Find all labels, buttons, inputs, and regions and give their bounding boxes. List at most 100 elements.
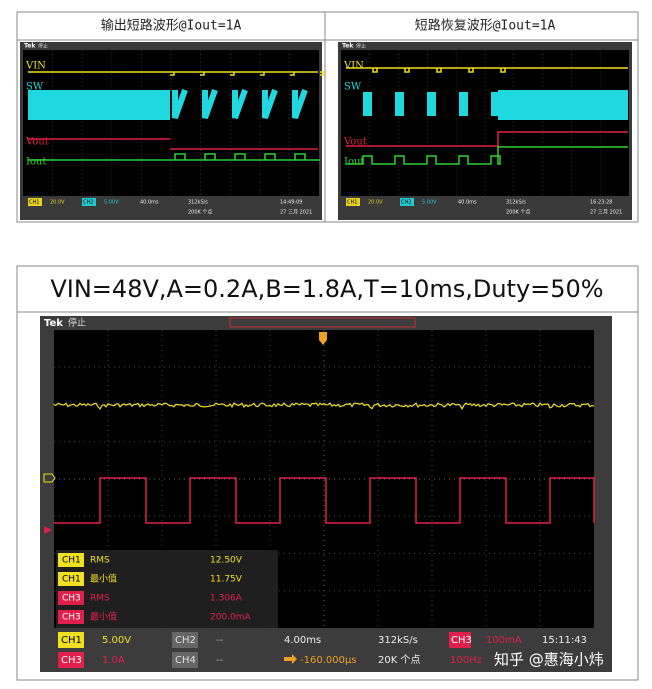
ch-badge [28, 198, 42, 206]
watermark: 知乎 @惠海小炜 [494, 651, 604, 669]
measure-name: RMS [90, 594, 110, 604]
ch-scale: 1.0A [102, 655, 125, 666]
ch-badge [58, 652, 84, 668]
ch-badge [58, 632, 84, 648]
ch-scale: -- [216, 655, 224, 666]
ch-badge [172, 632, 198, 648]
channel-label: Vout [25, 137, 49, 148]
trace-sw [491, 92, 500, 116]
brand: Tek [24, 43, 36, 50]
trace-sw [459, 92, 468, 116]
measure-name: 最小值 [90, 611, 117, 623]
channel-label: Vout [343, 137, 367, 148]
time: 15:11:43 [542, 635, 587, 646]
panel-title: 输出短路波形@Iout=1A [101, 18, 242, 34]
channel-label: VIN [25, 61, 46, 72]
ch-label: CH2 [83, 200, 93, 206]
trace-sw [232, 88, 248, 120]
trace-vout [346, 131, 628, 147]
date: 27 三月 2021 [590, 210, 622, 216]
ch-label: CH1 [62, 575, 81, 585]
ch-label: CH2 [401, 200, 411, 206]
ch-badge [58, 553, 84, 567]
brand: Tek [44, 318, 63, 329]
trace-iout [28, 153, 320, 161]
ch-label: CH3 [62, 594, 81, 604]
ch-scale: -- [216, 635, 224, 646]
state: 停止 [38, 43, 48, 50]
ch1-marker [43, 473, 56, 483]
sample-rate: 312kS/s [506, 200, 526, 206]
ch-badge [346, 198, 360, 206]
sample-rate: 312kS/s [378, 635, 418, 646]
measure-value: 200.0mA [210, 613, 252, 623]
time: 14:49:09 [280, 200, 302, 206]
ch-badge [172, 652, 198, 668]
trace-sw [363, 92, 372, 116]
trace-sw [427, 92, 436, 116]
ch-scale: 5.00V [104, 200, 119, 206]
sample-rate: 312kS/s [188, 200, 208, 206]
trace-sw [395, 92, 404, 116]
trace-sw [262, 88, 278, 120]
channel-label: SW [26, 82, 44, 93]
panel-title: 短路恢复波形@Iout=1A [415, 18, 556, 34]
trace-vin [28, 71, 325, 76]
trig-level: 100mA [486, 635, 522, 646]
channel-label: SW [344, 82, 362, 93]
ch-label: CH1 [61, 635, 82, 646]
ch-label: CH3 [62, 613, 81, 623]
time: 16:23:28 [590, 200, 612, 206]
trace-sw [28, 90, 170, 120]
trace-sw [292, 88, 308, 120]
measure-value: 1.306A [210, 594, 243, 604]
trace-iout [346, 146, 628, 165]
ch-label: CH1 [347, 200, 357, 206]
timebase: 40.0ms [458, 200, 477, 206]
state: 停止 [68, 317, 86, 329]
main-title: VIN=48V,A=0.2A,B=1.8A,T=10ms,Duty=50% [50, 275, 603, 303]
points: 200K 个点 [188, 210, 212, 216]
measure-name: 最小值 [90, 573, 117, 585]
ch-scale: 5.00V [422, 200, 437, 206]
ch3-marker [44, 526, 52, 534]
ch-label: CH3 [61, 655, 82, 666]
bottom-table [16, 265, 639, 681]
top-table [16, 11, 639, 223]
trig-ch: CH3 [451, 635, 472, 646]
measure-panel [56, 550, 278, 628]
trigger-marker [319, 332, 327, 345]
measure-value: 11.75V [210, 575, 243, 585]
ch-badge [449, 632, 471, 648]
points: 20K 个点 [378, 654, 420, 666]
measure-value: 12.50V [210, 556, 243, 566]
ch-badge [82, 198, 96, 206]
trig-freq: 100Hz [450, 655, 482, 666]
timebase: 4.00ms [284, 635, 321, 646]
ch-label: CH4 [175, 655, 196, 666]
ch-scale: 5.00V [102, 635, 131, 646]
ch-badge [58, 572, 84, 586]
date: 27 三月 2021 [280, 210, 312, 216]
trace-vout [28, 138, 318, 150]
trace-sw [202, 88, 218, 120]
trace-ch1 [53, 402, 595, 411]
ch-scale: 20.0V [50, 200, 65, 206]
channel-label: Iout [344, 157, 364, 168]
channel-label: VIN [343, 61, 364, 72]
trigger-arrow [284, 654, 297, 664]
ch-badge [400, 198, 414, 206]
points: 200K 个点 [506, 210, 530, 216]
record-bar [229, 317, 416, 328]
trace-vin [346, 67, 628, 73]
timebase: 40.0ms [140, 200, 159, 206]
ch-label: CH1 [29, 200, 39, 206]
ch-badge [58, 610, 84, 624]
brand: Tek [342, 43, 354, 50]
trace-ch3 [54, 477, 595, 524]
measure-name: RMS [90, 556, 110, 566]
ch-label: CH2 [175, 635, 196, 646]
trace-sw [172, 88, 188, 120]
